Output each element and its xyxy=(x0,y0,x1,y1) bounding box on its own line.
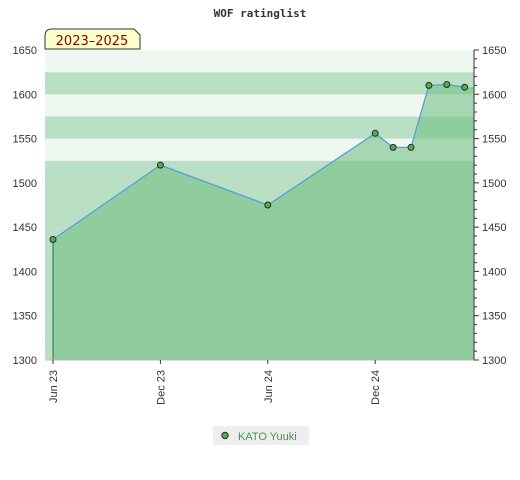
data-point xyxy=(461,83,469,91)
y-tick-label-right: 1400 xyxy=(482,266,506,278)
data-point xyxy=(264,201,272,209)
x-tick-label: Jun 24 xyxy=(263,370,275,403)
y-tick-label-left: 1400 xyxy=(13,266,37,278)
data-point xyxy=(371,129,379,137)
y-tick-label-right: 1550 xyxy=(482,134,506,146)
series-area xyxy=(53,84,474,360)
grid-band xyxy=(45,50,474,73)
y-tick-label-right: 1450 xyxy=(482,222,506,234)
y-tick-label-right: 1350 xyxy=(482,311,506,323)
y-tick-label-right: 1500 xyxy=(482,178,506,190)
x-tick-label: Dec 23 xyxy=(155,370,167,405)
grid-band xyxy=(45,116,474,139)
legend-marker xyxy=(221,431,229,440)
legend-entry: KATO Yuuki xyxy=(238,431,297,443)
data-point xyxy=(407,143,415,151)
legend[interactable]: KATO Yuuki xyxy=(213,426,309,445)
period-label: 2023–2025 xyxy=(56,34,129,49)
y-tick-label-left: 1650 xyxy=(13,45,37,57)
data-point xyxy=(49,236,57,243)
x-tick-label: Dec 24 xyxy=(370,370,382,405)
y-tick-label-right: 1300 xyxy=(482,355,506,367)
y-tick-label-left: 1500 xyxy=(13,178,37,190)
data-point xyxy=(389,143,397,151)
y-tick-label-right: 1600 xyxy=(482,89,506,101)
y-tick-label-right: 1650 xyxy=(482,45,506,57)
chart-title: WOF ratinglist xyxy=(214,7,307,20)
y-tick-label-left: 1600 xyxy=(13,89,37,101)
data-point xyxy=(156,161,164,169)
grid-band xyxy=(45,72,474,95)
data-point xyxy=(425,81,433,89)
x-tick-label: Jun 23 xyxy=(48,370,60,403)
grid-band xyxy=(45,94,474,117)
y-tick-label-left: 1300 xyxy=(13,355,37,367)
y-axis-left: 1300 1350 1400 1450 1500 1550 1600 1650 xyxy=(13,45,37,367)
x-axis: Jun 23 Dec 23 Jun 24 Dec 24 xyxy=(45,359,474,405)
y-axis-right: 1300 1350 1400 1450 1500 1550 1600 1650 xyxy=(473,45,506,367)
data-point xyxy=(443,81,451,88)
legend-box xyxy=(213,426,309,445)
y-tick-label-left: 1450 xyxy=(13,222,37,234)
period-badge: 2023–2025 xyxy=(44,28,141,50)
y-tick-label-left: 1350 xyxy=(13,311,37,323)
y-tick-label-left: 1550 xyxy=(13,134,37,146)
data-markers xyxy=(49,81,469,243)
